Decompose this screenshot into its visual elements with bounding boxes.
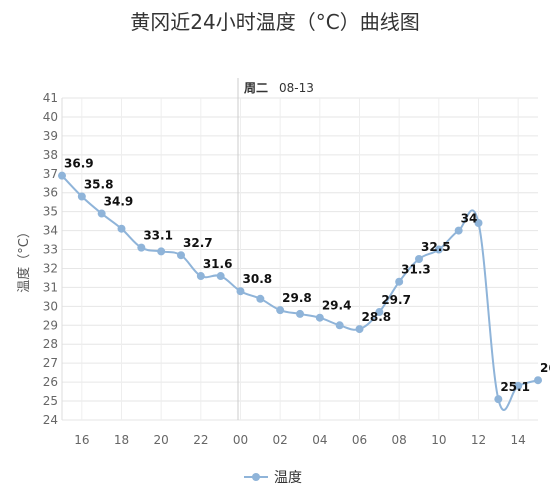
- data-label: 33.1: [143, 229, 173, 243]
- data-point[interactable]: [434, 245, 443, 254]
- x-tick-label: 12: [471, 433, 486, 447]
- data-label: 34.9: [104, 195, 134, 209]
- data-point[interactable]: [335, 321, 344, 330]
- data-point[interactable]: [236, 287, 245, 296]
- plot-label-weekday: 周二: [244, 81, 268, 95]
- data-point[interactable]: [97, 209, 106, 218]
- data-label: 32.5: [421, 240, 451, 254]
- y-axis-ticks: 24 25 26 27 28 29 30 31 32 33 34 35 36 37 38 39 40 41: [43, 91, 58, 427]
- data-point[interactable]: [58, 171, 66, 180]
- legend-swatch-marker: [252, 473, 260, 481]
- x-tick-label: 20: [154, 433, 169, 447]
- x-tick-label: 22: [193, 433, 208, 447]
- y-tick-label: 31: [43, 280, 58, 294]
- data-point[interactable]: [534, 376, 542, 385]
- data-point[interactable]: [177, 251, 185, 260]
- y-tick-label: 34: [43, 224, 58, 238]
- y-tick-label: 40: [43, 110, 58, 124]
- data-label: 36.9: [64, 157, 94, 171]
- data-point[interactable]: [355, 325, 364, 334]
- y-tick-label: 26: [43, 375, 58, 389]
- data-label: 29.4: [322, 299, 352, 313]
- data-point[interactable]: [315, 313, 324, 322]
- y-tick-label: 24: [43, 413, 58, 427]
- data-point[interactable]: [395, 277, 404, 286]
- data-point[interactable]: [117, 224, 126, 233]
- y-tick-label: 38: [43, 148, 58, 162]
- y-tick-label: 32: [43, 261, 58, 275]
- y-axis-label: 温度（°C）: [16, 225, 32, 293]
- data-point[interactable]: [216, 272, 225, 281]
- y-tick-label: 33: [43, 243, 58, 257]
- data-label: 34: [461, 212, 478, 226]
- y-tick-label: 30: [43, 299, 58, 313]
- data-point[interactable]: [415, 255, 423, 263]
- y-tick-label: 36: [43, 186, 58, 200]
- data-points: [58, 171, 542, 404]
- data-point[interactable]: [454, 226, 463, 235]
- x-tick-label: 10: [431, 433, 446, 447]
- y-tick-label: 41: [43, 91, 58, 105]
- x-tick-label: 16: [74, 433, 89, 447]
- plot-area: [62, 98, 538, 420]
- data-point[interactable]: [256, 294, 265, 303]
- data-point[interactable]: [196, 272, 205, 281]
- x-tick-label: 18: [114, 433, 129, 447]
- data-label: 31.3: [401, 263, 431, 277]
- data-point[interactable]: [276, 306, 285, 315]
- data-point[interactable]: [474, 219, 483, 228]
- data-label: 26.1: [540, 361, 550, 375]
- data-label: 31.6: [203, 257, 233, 271]
- y-tick-label: 29: [43, 318, 58, 332]
- y-tick-label: 35: [43, 205, 58, 219]
- x-tick-label: 14: [511, 433, 526, 447]
- x-tick-label: 00: [233, 433, 248, 447]
- y-tick-label: 37: [43, 167, 58, 181]
- x-tick-label: 04: [312, 433, 327, 447]
- data-label: 29.7: [381, 293, 411, 307]
- x-tick-label: 06: [352, 433, 367, 447]
- data-point[interactable]: [77, 192, 86, 201]
- x-axis-ticks: 16 18 20 22 00 02 04 06 08 10 12 14: [74, 433, 526, 447]
- data-label: 25.1: [500, 380, 530, 394]
- y-tick-label: 28: [43, 337, 58, 351]
- y-tick-label: 39: [43, 129, 58, 143]
- x-tick-label: 08: [392, 433, 407, 447]
- legend[interactable]: 温度: [244, 470, 302, 486]
- data-point[interactable]: [296, 309, 304, 318]
- data-labels: 36.9 35.8 34.9 33.1 32.7 31.6 30.8 29.8 29.4 28.8…: [64, 157, 550, 395]
- data-point[interactable]: [137, 243, 146, 252]
- data-point[interactable]: [514, 381, 523, 390]
- data-label: 35.8: [84, 177, 114, 191]
- data-label: 29.8: [282, 291, 312, 305]
- data-label: 30.8: [243, 272, 273, 286]
- data-point[interactable]: [157, 247, 166, 256]
- chart-title: 黄冈近24小时温度（°C）曲线图: [130, 10, 420, 34]
- data-label: 28.8: [362, 310, 392, 324]
- y-tick-label: 27: [43, 356, 58, 370]
- data-point[interactable]: [375, 308, 384, 317]
- plot-label-date: 08-13: [279, 81, 314, 95]
- data-point[interactable]: [494, 395, 503, 404]
- legend-item-temperature: 温度: [274, 470, 302, 486]
- x-tick-label: 02: [273, 433, 288, 447]
- y-tick-label: 25: [43, 394, 58, 408]
- data-label: 32.7: [183, 236, 213, 250]
